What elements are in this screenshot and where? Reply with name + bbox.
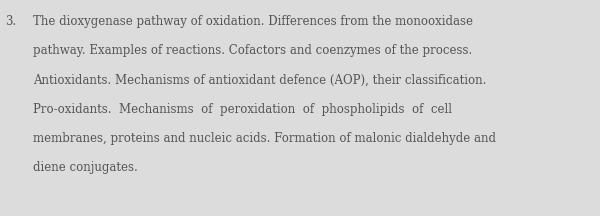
Text: membranes, proteins and nucleic acids. Formation of malonic dialdehyde and: membranes, proteins and nucleic acids. F… — [33, 132, 496, 145]
Text: Antioxidants. Mechanisms of antioxidant defence (AOP), their classification.: Antioxidants. Mechanisms of antioxidant … — [33, 73, 487, 86]
Text: diene conjugates.: diene conjugates. — [33, 161, 138, 174]
Text: 3.: 3. — [5, 15, 16, 28]
Text: The dioxygenase pathway of oxidation. Differences from the monooxidase: The dioxygenase pathway of oxidation. Di… — [33, 15, 473, 28]
Text: pathway. Examples of reactions. Cofactors and coenzymes of the process.: pathway. Examples of reactions. Cofactor… — [33, 44, 472, 57]
Text: Pro-oxidants.  Mechanisms  of  peroxidation  of  phospholipids  of  cell: Pro-oxidants. Mechanisms of peroxidation… — [33, 103, 452, 116]
